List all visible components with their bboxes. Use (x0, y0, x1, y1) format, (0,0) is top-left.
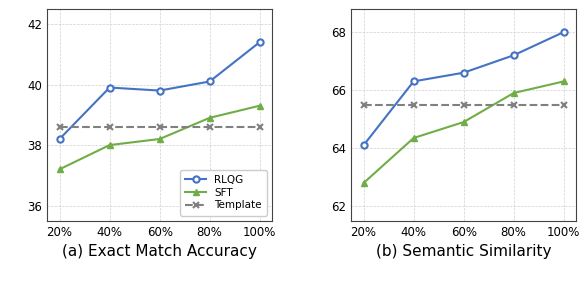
Template (460, 103, 467, 106)
Line: Template: Template (56, 123, 263, 130)
RLQG (460, 71, 467, 74)
Line: SFT: SFT (56, 103, 263, 172)
Legend: RLQG, SFT, Template: RLQG, SFT, Template (180, 170, 267, 216)
SFT (106, 143, 113, 147)
SFT (156, 137, 163, 141)
SFT (510, 91, 517, 95)
Template (256, 125, 263, 129)
Template (56, 125, 63, 129)
SFT (256, 104, 263, 108)
Template (360, 103, 367, 106)
SFT (560, 80, 567, 83)
RLQG (156, 89, 163, 92)
Text: (b) Semantic Similarity: (b) Semantic Similarity (376, 244, 552, 259)
Template (206, 125, 213, 129)
SFT (410, 136, 417, 140)
Template (410, 103, 417, 106)
Line: RLQG: RLQG (360, 29, 567, 148)
Line: SFT: SFT (360, 78, 567, 186)
SFT (460, 120, 467, 124)
RLQG (410, 80, 417, 83)
Text: (a) Exact Match Accuracy: (a) Exact Match Accuracy (62, 244, 257, 259)
Template (510, 103, 517, 106)
RLQG (360, 143, 367, 147)
RLQG (56, 137, 63, 141)
Line: Template: Template (360, 101, 567, 108)
SFT (360, 181, 367, 185)
Template (560, 103, 567, 106)
RLQG (206, 80, 213, 83)
Template (106, 125, 113, 129)
RLQG (510, 54, 517, 57)
RLQG (256, 40, 263, 44)
SFT (56, 168, 63, 171)
RLQG (560, 30, 567, 34)
RLQG (106, 86, 113, 89)
SFT (206, 116, 213, 120)
Template (156, 125, 163, 129)
Line: RLQG: RLQG (56, 39, 263, 142)
